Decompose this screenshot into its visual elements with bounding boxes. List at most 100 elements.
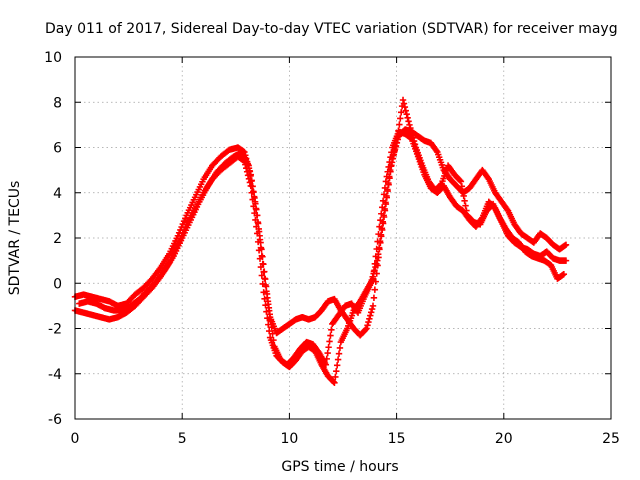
data-point: [249, 183, 256, 190]
data-point: [363, 325, 370, 332]
data-point: [463, 207, 470, 214]
data-point: [369, 302, 377, 310]
data-point: [331, 379, 338, 386]
data-layer: [71, 96, 570, 386]
data-point: [401, 103, 409, 111]
data-point: [387, 163, 395, 170]
data-point: [400, 100, 408, 107]
data-point: [269, 330, 276, 337]
series-track-2: [71, 128, 570, 386]
data-point: [324, 349, 331, 357]
data-point: [261, 295, 268, 302]
data-point: [402, 107, 409, 114]
series-track-3: [76, 96, 568, 368]
data-point: [395, 127, 402, 134]
data-point: [371, 286, 379, 293]
data-point: [264, 298, 272, 305]
data-point: [260, 289, 267, 296]
data-point: [335, 350, 343, 357]
data-point: [326, 338, 333, 345]
data-point: [394, 133, 401, 141]
data-point: [257, 239, 264, 246]
data-point: [322, 361, 330, 368]
data-point: [457, 178, 465, 185]
data-point: [560, 271, 568, 278]
data-point: [254, 218, 262, 226]
data-point: [372, 263, 379, 271]
data-point: [382, 199, 389, 206]
data-point: [437, 181, 444, 188]
data-point: [327, 332, 334, 339]
data-point: [268, 324, 275, 331]
y-tick-label: 4: [53, 186, 62, 202]
data-point: [377, 231, 385, 238]
data-point: [462, 202, 469, 209]
data-point: [411, 141, 419, 148]
data-point: [409, 134, 417, 142]
data-point: [250, 188, 257, 195]
data-point: [266, 311, 273, 318]
data-point: [365, 318, 372, 326]
y-tick-label: 6: [53, 141, 62, 157]
y-tick-label: 8: [53, 95, 62, 111]
data-point: [379, 218, 387, 226]
data-point: [393, 139, 400, 147]
data-point: [374, 257, 381, 264]
data-point: [336, 344, 344, 352]
data-point: [460, 192, 467, 200]
data-point: [263, 308, 270, 315]
data-point: [386, 166, 394, 174]
data-point: [333, 367, 340, 375]
data-point: [459, 187, 466, 195]
data-point: [260, 260, 267, 268]
data-point: [562, 257, 570, 264]
data-point: [259, 280, 266, 288]
data-point: [404, 114, 411, 121]
data-point: [503, 206, 511, 213]
data-point: [259, 253, 266, 260]
data-point: [380, 212, 387, 219]
data-point: [456, 177, 464, 184]
data-point: [366, 315, 373, 323]
data-point: [461, 197, 468, 205]
data-point: [248, 177, 255, 185]
data-point: [389, 155, 397, 162]
data-point: [261, 268, 268, 275]
x-tick-label: 20: [495, 431, 513, 447]
data-point: [410, 137, 418, 145]
data-point: [484, 174, 492, 182]
y-tick-label: 2: [53, 231, 62, 247]
data-point: [405, 118, 412, 125]
data-point: [265, 321, 272, 328]
data-point: [270, 336, 277, 344]
data-point: [406, 121, 413, 129]
data-point: [332, 373, 339, 381]
data-point: [367, 312, 374, 319]
data-point: [378, 225, 386, 232]
data-point: [245, 162, 252, 169]
data-point: [370, 294, 378, 301]
data-point: [375, 250, 382, 258]
data-point: [263, 290, 271, 298]
data-point: [262, 283, 270, 290]
y-tick-label: -6: [48, 412, 62, 428]
y-tick-label: 10: [44, 50, 62, 66]
y-axis-label: SDTVAR / TECUs: [7, 181, 23, 296]
series-track-1: [71, 126, 570, 339]
data-point: [252, 205, 260, 212]
data-point: [367, 280, 375, 287]
data-point: [376, 238, 384, 245]
data-point: [367, 309, 375, 316]
x-tick-label: 15: [388, 431, 406, 447]
data-point: [407, 124, 414, 132]
data-point: [373, 260, 380, 268]
data-point: [265, 327, 273, 335]
chart-title: Day 011 of 2017, Sidereal Day-to-day VTE…: [45, 21, 618, 37]
data-point: [396, 121, 403, 128]
data-point: [328, 326, 335, 333]
data-point: [258, 272, 266, 279]
data-point: [334, 356, 342, 363]
x-tick-label: 5: [178, 431, 187, 447]
data-point: [562, 241, 570, 248]
